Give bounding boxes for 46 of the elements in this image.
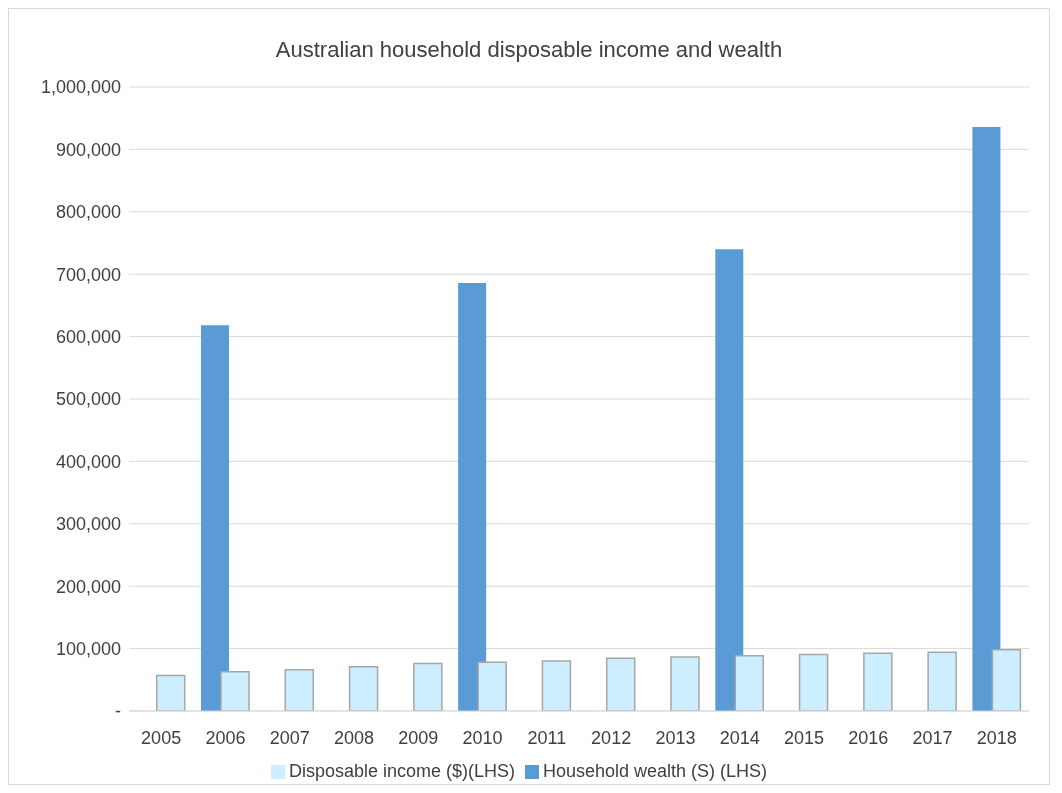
x-tick-label: 2015: [783, 727, 825, 748]
y-tick-label: 200,000: [55, 576, 121, 597]
y-tick-label: 700,000: [55, 264, 121, 285]
x-tick-label: 2009: [398, 727, 439, 748]
x-tick-label: 2013: [655, 727, 696, 748]
chart-title: Australian household disposable income and wealth: [274, 36, 784, 64]
bar: [541, 660, 572, 711]
y-tick-label: 800,000: [55, 202, 121, 223]
y-tick-label: 1,000,000: [40, 77, 121, 98]
bar: [477, 661, 507, 711]
legend-label: Household wealth (S) (LHS): [542, 761, 768, 781]
bar: [458, 282, 487, 711]
bar: [991, 649, 1022, 711]
bar: [155, 674, 186, 711]
x-tick-label: 2008: [333, 727, 375, 748]
y-tick-label: 900,000: [55, 139, 121, 160]
y-tick-label: -: [115, 701, 121, 722]
bar: [734, 655, 765, 711]
bar: [798, 653, 829, 711]
x-tick-label: 2011: [527, 727, 567, 748]
x-tick-label: 2012: [591, 727, 632, 748]
x-tick-label: 2014: [719, 727, 760, 748]
bar: [670, 656, 700, 711]
bar: [972, 126, 1001, 711]
bar: [927, 651, 957, 711]
y-tick-label: 500,000: [55, 389, 121, 410]
x-tick-label: 2005: [141, 727, 182, 748]
x-tick-label: 2017: [912, 727, 953, 748]
bar: [201, 325, 229, 711]
bar: [715, 249, 744, 711]
y-tick-label: 600,000: [55, 326, 121, 347]
bar: [413, 662, 443, 711]
x-tick-label: 2006: [205, 727, 246, 748]
y-tick-label: 400,000: [55, 451, 121, 472]
legend-label: Disposable income ($)(LHS): [288, 761, 515, 781]
x-tick-label: 2016: [848, 727, 889, 748]
bar: [605, 657, 636, 711]
y-tick-label: 100,000: [55, 638, 121, 659]
bar: [220, 670, 250, 711]
x-tick-label: 2007: [269, 727, 310, 748]
bar: [284, 669, 315, 711]
bar: [348, 665, 379, 711]
bar: [863, 652, 893, 711]
x-tick-label: 2018: [976, 727, 1017, 748]
y-tick-label: 300,000: [55, 514, 121, 535]
x-tick-label: 2010: [462, 727, 503, 748]
